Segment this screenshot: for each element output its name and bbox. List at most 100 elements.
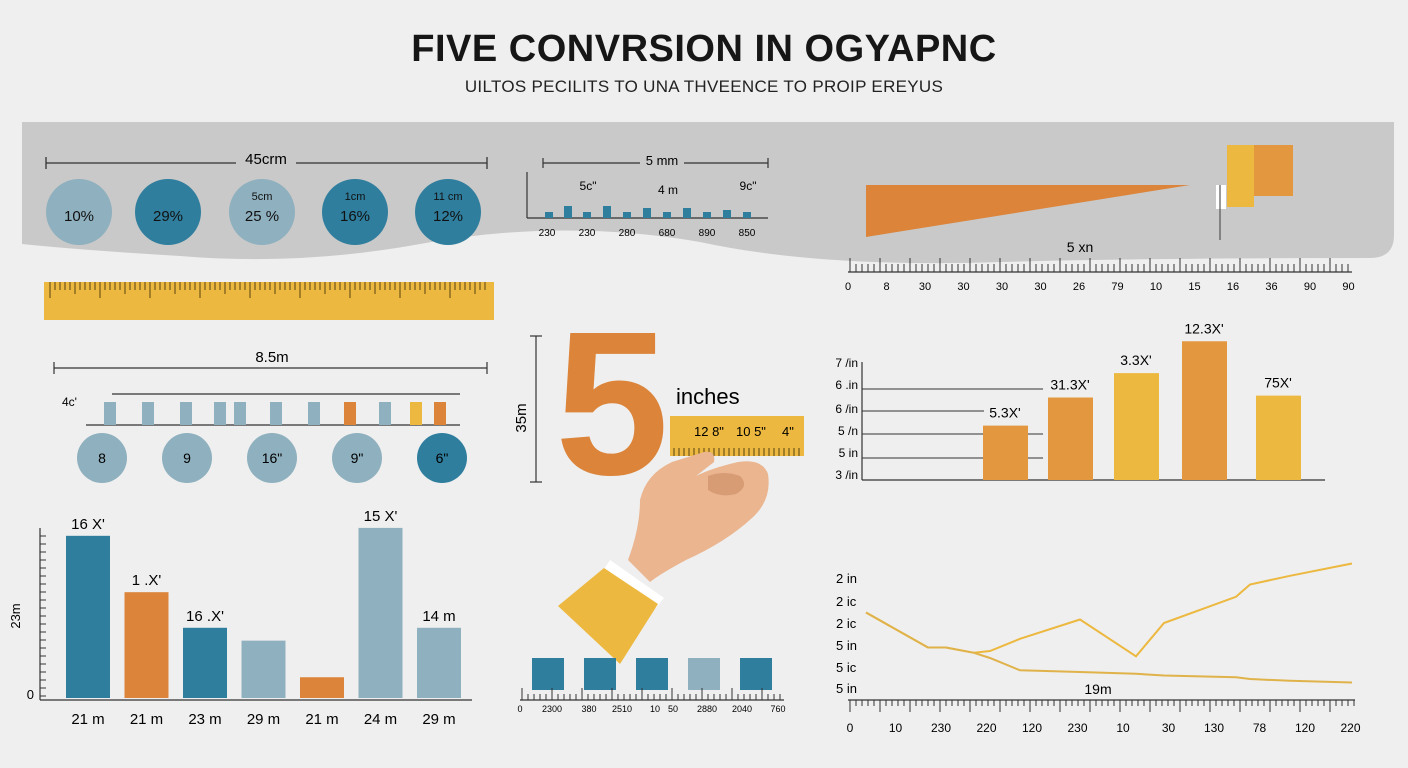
level-mark (104, 402, 116, 425)
x-tick-label: 220 (976, 721, 996, 735)
x-tick-label: 130 (1204, 721, 1224, 735)
hero-bar (636, 658, 668, 690)
hero-panel: 35m 5 inches 12 8" 10 5" 4" 0 2300 380 2510… (513, 289, 804, 714)
axis-label: 4c' (62, 395, 77, 409)
circle-marker (162, 433, 212, 483)
tick-label: 30 (919, 281, 931, 293)
circle-marker (332, 433, 382, 483)
tick-label: 850 (739, 228, 756, 239)
measure-label: 5 mm (646, 153, 679, 168)
side-label: 35m (513, 403, 530, 432)
circle-value: 6" (436, 450, 449, 466)
tick-label: 2510 (612, 704, 632, 714)
tick-label: 90 (1342, 281, 1354, 293)
category-label: 29 m (247, 711, 280, 728)
x-tick-label: 230 (1067, 721, 1087, 735)
tick-label: 230 (539, 228, 556, 239)
hero-bar (584, 658, 616, 690)
level-mark (434, 402, 446, 425)
tick-label: 680 (659, 228, 676, 239)
hand-ruler-ticks (673, 448, 800, 456)
zero-label: 0 (27, 687, 34, 702)
circle-value: 25 % (245, 208, 279, 225)
circle-marker (229, 179, 295, 245)
bar-label: 5.3X' (989, 405, 1020, 421)
level-mark (234, 402, 246, 425)
x-tick-label: 230 (931, 721, 951, 735)
second-row-panel: 8.5m 4c' 8 9 16" 9" 6" (53, 349, 488, 483)
category-label: 29 m (422, 711, 455, 728)
tick-label: 90 (1304, 281, 1316, 293)
ruler-tick-labels: 0 8 30 30 30 30 26 79 10 15 16 36 90 90 (845, 281, 1355, 293)
circle-marker (417, 433, 467, 483)
bar (183, 627, 227, 698)
y-tick-label: 5 in (836, 681, 857, 696)
series-lines (865, 562, 1353, 684)
tick-label: 2040 (732, 704, 752, 714)
circle-marker (46, 179, 112, 245)
bar (241, 640, 286, 698)
y-tick-label: 7 /in (835, 356, 858, 370)
bar-label: 12.3X' (1184, 320, 1223, 336)
tick-mark (643, 208, 651, 218)
tick-label: 10 (1150, 281, 1162, 293)
tick-label: 8 (883, 281, 889, 293)
annotation-label: 19m (1084, 681, 1111, 697)
bar (66, 535, 110, 698)
tick-mark (723, 210, 731, 218)
measure-label: 8.5m (255, 349, 288, 366)
circle-value: 10% (64, 208, 94, 225)
tick-mark (663, 212, 671, 218)
bar (358, 527, 403, 698)
circle-value: 29% (153, 208, 183, 225)
tick-mark (545, 212, 553, 218)
right-bar-chart: 7 /in 6 .in 6 /in 5 /n 5 in 3 /in 5.3X' 31.3X'… (835, 320, 1325, 482)
circle-top-label: 5cm (252, 191, 273, 203)
callout-label: 9c" (740, 179, 757, 193)
small-tick-labels: 230 230 280 680 890 850 (539, 228, 756, 239)
series-line (865, 611, 1353, 684)
y-tick-label: 2 ic (836, 616, 857, 631)
y-tick-label: 2 in (836, 571, 857, 586)
hand-ruler (670, 416, 804, 456)
x-tick-label: 78 (1253, 721, 1267, 735)
tick-label: 0 (845, 281, 851, 293)
circle-top-label: 1cm (345, 191, 366, 203)
level-mark (270, 402, 282, 425)
tick-label: 230 (579, 228, 596, 239)
tick-label: 2300 (542, 704, 562, 714)
tick-label: 760 (770, 704, 785, 714)
callout-label: 5c" (580, 179, 597, 193)
tick-label: 26 (1073, 281, 1085, 293)
small-axis-panel: 5 mm 5c" 4 m 9c" 230 230 280 680 890 850 (526, 152, 769, 239)
circle-value: 9 (183, 450, 191, 466)
series-line (865, 562, 1353, 658)
y-tick-label: 6 .in (835, 378, 858, 392)
hero-tick-labels: 0 2300 380 2510 10 50 2880 2040 760 (517, 704, 785, 714)
tick-label: 30 (1034, 281, 1046, 293)
bar-label: 15 X' (364, 508, 398, 525)
ruler-ticks (49, 282, 486, 298)
white-marker (1216, 185, 1226, 209)
bar (983, 425, 1028, 480)
level-mark (180, 402, 192, 425)
sleeve (558, 568, 658, 664)
tick-label: 2880 (697, 704, 717, 714)
y-tick-label: 5 in (839, 446, 858, 460)
level-mark (214, 402, 226, 425)
circle-value: 8 (98, 450, 106, 466)
bar (1256, 395, 1301, 480)
hero-bar (688, 658, 720, 690)
tick-label: 50 (668, 704, 678, 714)
wedge-panel: 5 xn 0 8 30 30 30 30 26 79 10 15 16 36 90 90 (845, 145, 1355, 293)
bar (417, 627, 461, 698)
bars: 5.3X' 31.3X' 3.3X' 12.3X' 75X' (983, 320, 1301, 480)
x-tick-label: 120 (1295, 721, 1315, 735)
x-tick-labels: 0 10 230 220 120 230 10 30 130 78 120 220 (847, 721, 1361, 735)
ruler-text: 10 5" (736, 424, 766, 439)
hero-bar (532, 658, 564, 690)
level-mark (379, 402, 391, 425)
circle-row: 8 9 16" 9" 6" (77, 433, 467, 483)
tick-label: 36 (1265, 281, 1277, 293)
level-mark (142, 402, 154, 425)
